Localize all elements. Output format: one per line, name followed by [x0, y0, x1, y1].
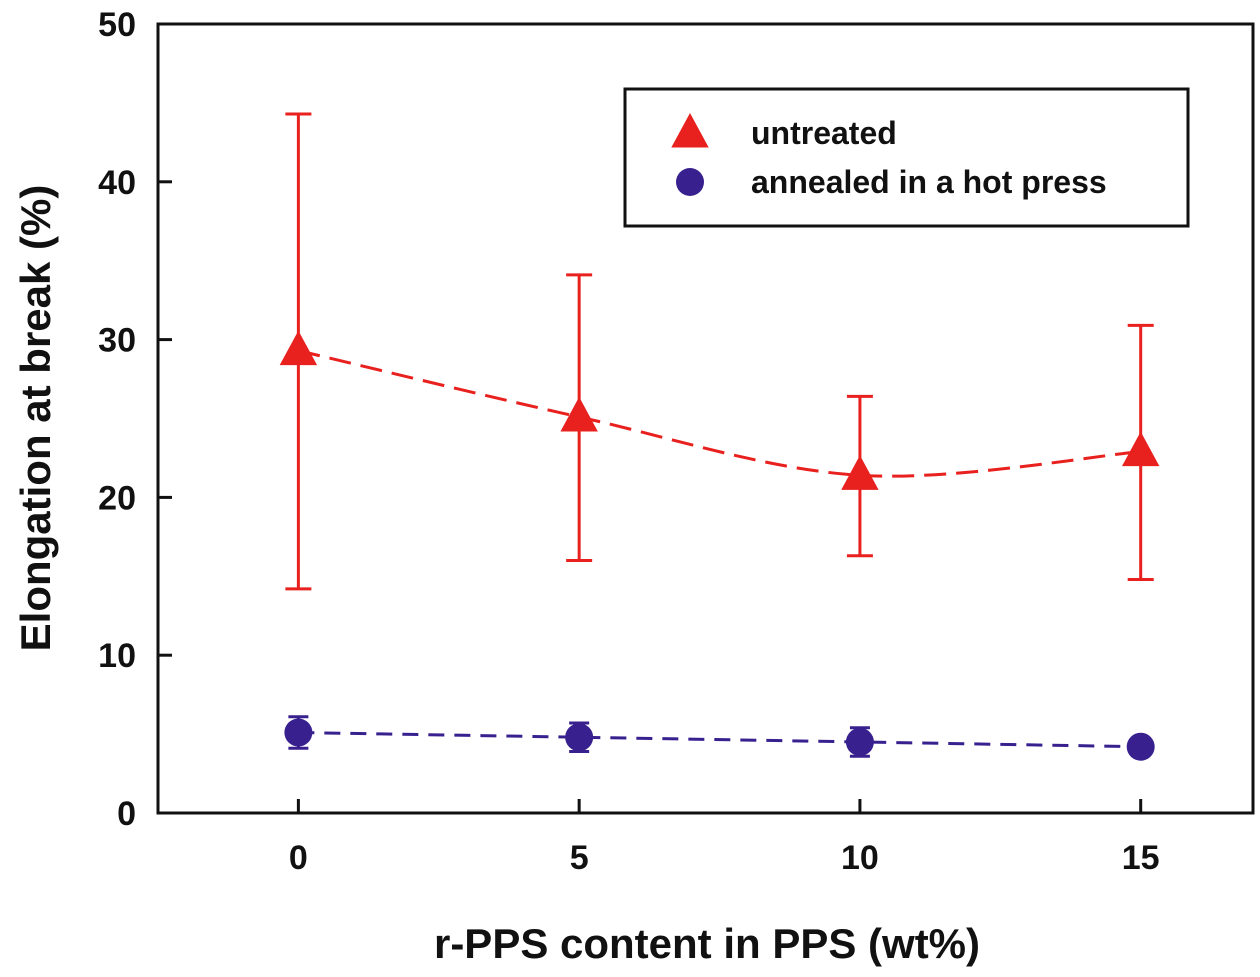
- plot-frame: [156, 22, 1255, 815]
- y-axis-title: Elongation at break (%): [12, 185, 59, 652]
- y-tick-label: 0: [117, 795, 136, 833]
- data-point-circle: [845, 727, 874, 756]
- y-tick-label: 40: [98, 164, 136, 202]
- legend-label: untreated: [751, 115, 897, 151]
- x-tick-label: 5: [570, 839, 589, 877]
- data-point-triangle: [841, 455, 879, 490]
- series-annealed: [284, 715, 1155, 761]
- y-tick-label: 20: [98, 479, 136, 517]
- y-tick-label: 50: [98, 6, 136, 44]
- y-tick-label: 10: [98, 637, 136, 675]
- data-point-triangle: [279, 330, 318, 366]
- legend-marker-triangle: [671, 112, 709, 148]
- x-tick-label: 15: [1122, 839, 1160, 877]
- data-point-circle: [565, 723, 594, 752]
- series-untreated: [279, 112, 1160, 591]
- legend-marker-circle: [676, 168, 704, 196]
- legend-box: [623, 87, 1190, 228]
- data-point-triangle: [1121, 431, 1160, 467]
- data-point-circle: [284, 718, 313, 747]
- data-point-triangle: [560, 396, 598, 432]
- series-line: [298, 731, 1141, 749]
- legend-label: annealed in a hot press: [751, 164, 1107, 200]
- data-point-circle: [1126, 732, 1155, 761]
- x-tick-label: 0: [289, 839, 308, 877]
- series-line: [298, 349, 1141, 478]
- y-tick-label: 30: [98, 322, 136, 360]
- x-tick-label: 10: [841, 839, 879, 877]
- x-axis-title: r-PPS content in PPS (wt%): [434, 920, 980, 967]
